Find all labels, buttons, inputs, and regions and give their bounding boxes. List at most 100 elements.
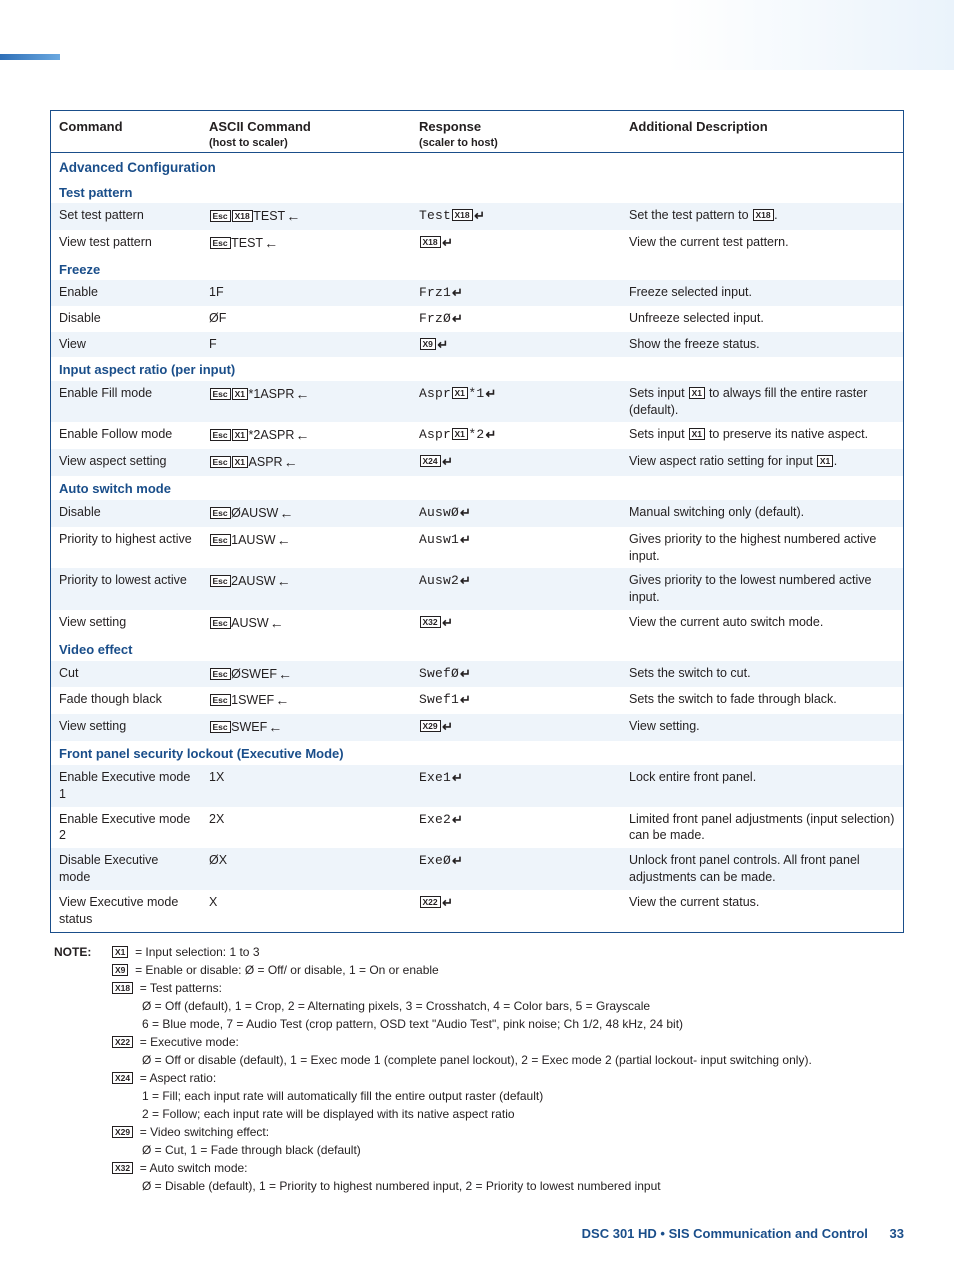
- cell-ascii: EscØSWEF: [201, 661, 411, 688]
- cell-description: Unlock front panel controls. All front p…: [621, 848, 903, 890]
- table-row: Priority to lowest activeEsc2AUSWAusw2Gi…: [51, 568, 903, 610]
- cell-description: Sets input X1 to always fill the entire …: [621, 381, 903, 423]
- col-ascii: ASCII Command(host to scaler): [201, 111, 411, 153]
- cell-command: View Executive mode status: [51, 890, 201, 932]
- cell-command: Fade though black: [51, 687, 201, 714]
- page-footer: DSC 301 HD • SIS Communication and Contr…: [50, 1225, 904, 1243]
- note-block: NOTE:X1 = Input selection: 1 to 3X9 = En…: [50, 943, 904, 1195]
- cell-command: Enable Follow mode: [51, 422, 201, 449]
- subsection-header: Freeze: [51, 257, 903, 281]
- table-row: Fade though blackEsc1SWEFSwef1Sets the s…: [51, 687, 903, 714]
- cell-ascii: 1X: [201, 765, 411, 807]
- cell-response: AsprX1*1: [411, 381, 621, 423]
- table-row: Set test patternEscX18TESTTestX18Set the…: [51, 203, 903, 230]
- table-row: View test patternEscTESTX18View the curr…: [51, 230, 903, 257]
- cell-command: Enable Executive mode 1: [51, 765, 201, 807]
- cell-response: FrzØ: [411, 306, 621, 332]
- cell-description: View setting.: [621, 714, 903, 741]
- subsection-header: Auto switch mode: [51, 476, 903, 500]
- table-row: DisableEscØAUSWAuswØManual switching onl…: [51, 500, 903, 527]
- cell-ascii: EscX1*1ASPR: [201, 381, 411, 423]
- cell-description: View the current status.: [621, 890, 903, 932]
- cell-command: Disable: [51, 500, 201, 527]
- cell-command: View test pattern: [51, 230, 201, 257]
- cell-command: Disable Executive mode: [51, 848, 201, 890]
- cell-description: Gives priority to the lowest numbered ac…: [621, 568, 903, 610]
- cell-response: X32: [411, 610, 621, 637]
- cell-description: View the current test pattern.: [621, 230, 903, 257]
- cell-command: Enable Executive mode 2: [51, 807, 201, 849]
- table-row: Enable Executive mode 11XExe1Lock entire…: [51, 765, 903, 807]
- cell-ascii: EscTEST: [201, 230, 411, 257]
- table-row: Enable Executive mode 22XExe2Limited fro…: [51, 807, 903, 849]
- table-row: Enable Fill modeEscX1*1ASPRAsprX1*1Sets …: [51, 381, 903, 423]
- col-description: Additional Description: [621, 111, 903, 153]
- table-row: Disable Executive modeØXExeØUnlock front…: [51, 848, 903, 890]
- cell-ascii: EscSWEF: [201, 714, 411, 741]
- command-table: Command ASCII Command(host to scaler) Re…: [51, 111, 903, 932]
- command-table-frame: Command ASCII Command(host to scaler) Re…: [50, 110, 904, 933]
- col-response: Response(scaler to host): [411, 111, 621, 153]
- cell-description: Freeze selected input.: [621, 280, 903, 306]
- cell-command: View aspect setting: [51, 449, 201, 476]
- cell-ascii: EscX1ASPR: [201, 449, 411, 476]
- cell-ascii: EscX1*2ASPR: [201, 422, 411, 449]
- subsection-header: Test pattern: [51, 180, 903, 204]
- cell-ascii: EscØAUSW: [201, 500, 411, 527]
- page-number: 33: [890, 1226, 904, 1241]
- cell-description: Manual switching only (default).: [621, 500, 903, 527]
- cell-response: Frz1: [411, 280, 621, 306]
- table-header-row: Command ASCII Command(host to scaler) Re…: [51, 111, 903, 153]
- cell-ascii: X: [201, 890, 411, 932]
- subsection-header: Video effect: [51, 637, 903, 661]
- cell-description: Sets the switch to cut.: [621, 661, 903, 688]
- cell-command: Priority to lowest active: [51, 568, 201, 610]
- cell-ascii: ØX: [201, 848, 411, 890]
- cell-ascii: F: [201, 332, 411, 358]
- cell-response: X29: [411, 714, 621, 741]
- table-row: View aspect settingEscX1ASPRX24View aspe…: [51, 449, 903, 476]
- table-row: Enable1FFrz1Freeze selected input.: [51, 280, 903, 306]
- cell-description: View aspect ratio setting for input X1.: [621, 449, 903, 476]
- cell-ascii: EscAUSW: [201, 610, 411, 637]
- cell-description: Limited front panel adjustments (input s…: [621, 807, 903, 849]
- cell-response: X18: [411, 230, 621, 257]
- cell-command: Cut: [51, 661, 201, 688]
- table-row: Priority to highest activeEsc1AUSWAusw1G…: [51, 527, 903, 569]
- cell-response: AuswØ: [411, 500, 621, 527]
- cell-response: Ausw2: [411, 568, 621, 610]
- table-row: View settingEscSWEFX29View setting.: [51, 714, 903, 741]
- cell-description: Set the test pattern to X18.: [621, 203, 903, 230]
- cell-response: TestX18: [411, 203, 621, 230]
- cell-command: Priority to highest active: [51, 527, 201, 569]
- cell-response: Swef1: [411, 687, 621, 714]
- cell-description: Sets input X1 to preserve its native asp…: [621, 422, 903, 449]
- cell-response: AsprX1*2: [411, 422, 621, 449]
- cell-command: Enable: [51, 280, 201, 306]
- table-row: View Executive mode statusXX22View the c…: [51, 890, 903, 932]
- cell-ascii: Esc1AUSW: [201, 527, 411, 569]
- cell-command: Enable Fill mode: [51, 381, 201, 423]
- cell-response: X9: [411, 332, 621, 358]
- cell-response: Exe2: [411, 807, 621, 849]
- cell-command: View setting: [51, 610, 201, 637]
- cell-response: Ausw1: [411, 527, 621, 569]
- header-accent-bar: [0, 54, 60, 60]
- cell-ascii: 2X: [201, 807, 411, 849]
- cell-description: Sets the switch to fade through black.: [621, 687, 903, 714]
- cell-response: Exe1: [411, 765, 621, 807]
- cell-ascii: 1F: [201, 280, 411, 306]
- table-row: DisableØFFrzØUnfreeze selected input.: [51, 306, 903, 332]
- cell-ascii: ØF: [201, 306, 411, 332]
- cell-command: Set test pattern: [51, 203, 201, 230]
- cell-command: View setting: [51, 714, 201, 741]
- cell-command: Disable: [51, 306, 201, 332]
- cell-response: SwefØ: [411, 661, 621, 688]
- cell-command: View: [51, 332, 201, 358]
- cell-description: Gives priority to the highest numbered a…: [621, 527, 903, 569]
- footer-title: DSC 301 HD • SIS Communication and Contr…: [582, 1226, 868, 1241]
- col-command: Command: [51, 111, 201, 153]
- table-row: View settingEscAUSWX32View the current a…: [51, 610, 903, 637]
- cell-response: X22: [411, 890, 621, 932]
- cell-description: Show the freeze status.: [621, 332, 903, 358]
